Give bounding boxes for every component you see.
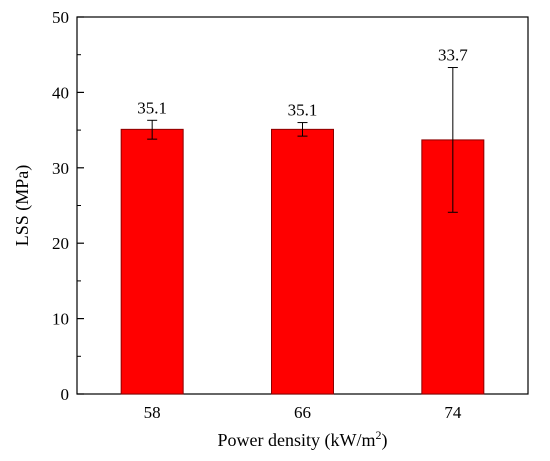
x-tick-label: 58 xyxy=(144,403,161,422)
y-tick-label: 20 xyxy=(52,234,69,253)
y-tick-label: 10 xyxy=(52,310,69,329)
y-axis: 0 10 20 30 40 50 xyxy=(52,8,84,404)
x-axis-title-superscript: 2 xyxy=(375,428,381,442)
error-bars xyxy=(147,67,458,213)
x-axis-title-end: ) xyxy=(381,430,387,451)
data-label: 33.7 xyxy=(438,46,468,65)
bar xyxy=(271,128,334,395)
y-tick-label: 30 xyxy=(52,159,69,178)
x-tick-label: 66 xyxy=(294,403,311,422)
bar-series xyxy=(120,128,485,395)
data-labels: 35.1 35.1 33.7 xyxy=(137,46,468,120)
x-tick-label: 74 xyxy=(444,403,462,422)
x-axis-title: Power density (kW/m2) xyxy=(218,428,388,451)
y-axis-title: LSS (MPa) xyxy=(12,165,33,247)
data-label: 35.1 xyxy=(137,98,167,117)
x-axis-title-main: Power density (kW/m xyxy=(218,430,376,451)
data-label: 35.1 xyxy=(288,101,318,120)
y-tick-label: 0 xyxy=(61,385,70,404)
y-tick-label: 40 xyxy=(52,83,69,102)
bar xyxy=(120,128,184,395)
y-tick-label: 50 xyxy=(52,8,69,27)
